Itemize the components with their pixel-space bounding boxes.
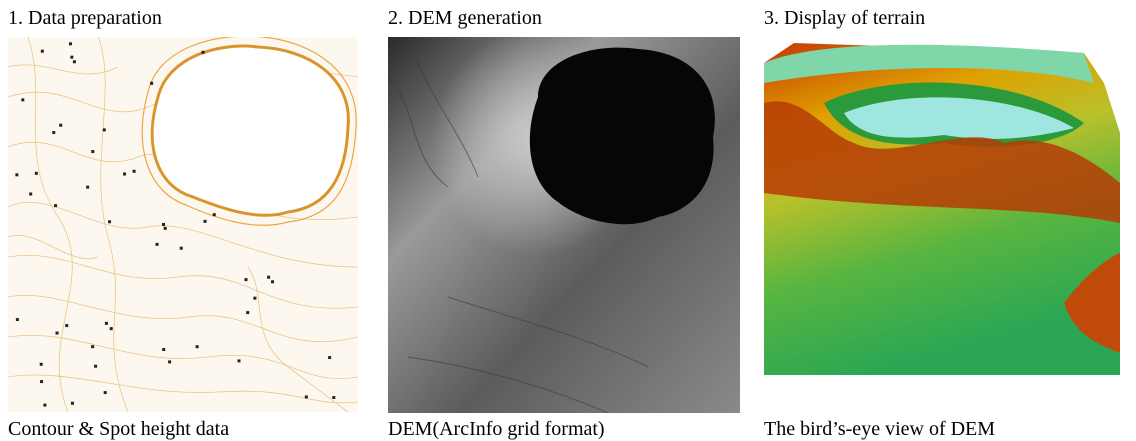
panel-caption: Contour & Spot height data (8, 419, 229, 439)
panel-title: 3. Display of terrain (764, 8, 925, 28)
contour-map (8, 37, 358, 412)
dem-image (388, 37, 740, 413)
figure: 1. Data preparation 2. DEM generation 3.… (0, 0, 1136, 441)
panel-title: 2. DEM generation (388, 8, 542, 28)
panel-caption: The bird’s-eye view of DEM (764, 419, 995, 439)
terrain-view (764, 43, 1120, 375)
panel-caption: DEM(ArcInfo grid format) (388, 419, 605, 439)
panel-title: 1. Data preparation (8, 8, 162, 28)
